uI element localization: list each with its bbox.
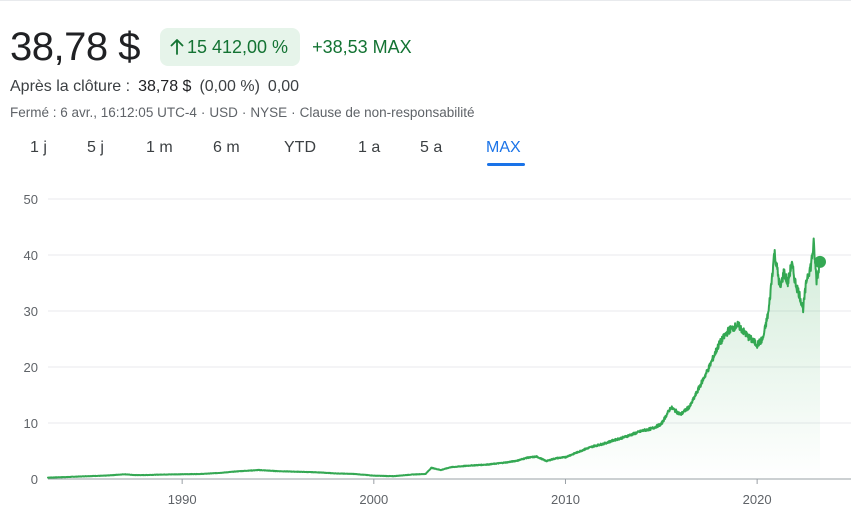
tab-1-day[interactable]: 1 j [30,139,47,156]
active-tab-indicator [487,163,525,166]
x-tick-label: 2000 [359,492,388,507]
y-tick-label: 50 [24,192,38,207]
y-axis-ticks: 0 10 20 30 40 50 [24,192,38,487]
x-axis-ticks: 1990 2000 2010 2020 [168,479,772,507]
tab-1-month[interactable]: 1 m [146,139,173,156]
y-tick-label: 20 [24,360,38,375]
tab-max[interactable]: MAX [486,139,521,156]
after-hours-price: 38,78 $ [138,78,192,95]
after-hours-change-percent: (0,00 %) [199,78,260,95]
tab-1-year[interactable]: 1 a [358,139,381,156]
separator-dot: · [241,105,247,120]
change-percent-badge: 15 412,00 % [159,28,301,66]
x-tick-label: 1990 [168,492,197,507]
separator-dot: · [291,105,296,120]
tab-6-months[interactable]: 6 m [213,139,240,156]
currency: USD [209,105,238,120]
y-tick-label: 40 [24,248,38,263]
price-series-line [47,237,821,479]
after-hours-label: Après la clôture : [10,78,131,95]
price-area-fill [48,238,820,479]
tab-5-years[interactable]: 5 a [420,139,443,156]
price-header: 38,78 $ 15 412,00 % +38,53 MAX [10,24,412,70]
tab-5-days[interactable]: 5 j [87,139,104,156]
change-percent-value: 15 412,00 % [186,36,289,57]
change-absolute: +38,53 MAX [312,36,412,57]
x-tick-label: 2020 [743,492,772,507]
current-price-marker [814,255,826,268]
x-tick-label: 2010 [551,492,580,507]
y-tick-label: 0 [31,472,38,487]
separator-dot: · [200,105,206,120]
range-tabs: 1 j 5 j 1 m 6 m YTD 1 a 5 a MAX [0,136,600,170]
price-chart[interactable]: 0 10 20 30 40 50 1990 2000 2010 2020 [0,180,851,515]
after-hours-change-abs: 0,00 [267,78,300,95]
y-tick-label: 10 [24,416,38,431]
market-status: Fermé : 6 avr., 16:12:05 UTC-4 [10,105,197,120]
top-divider [0,0,851,1]
tab-ytd[interactable]: YTD [284,139,316,156]
after-hours-row: Après la clôture : 38,78 $ (0,00 %) 0,00 [10,78,299,96]
market-status-row: Fermé : 6 avr., 16:12:05 UTC-4 · USD · NYSE ·… [10,105,474,120]
disclaimer-link[interactable]: Clause de non-responsabilité [299,105,475,120]
arrow-up-icon [170,39,184,55]
current-price: 38,78 $ [10,25,140,69]
y-tick-label: 30 [24,304,38,319]
exchange: NYSE [250,105,288,120]
